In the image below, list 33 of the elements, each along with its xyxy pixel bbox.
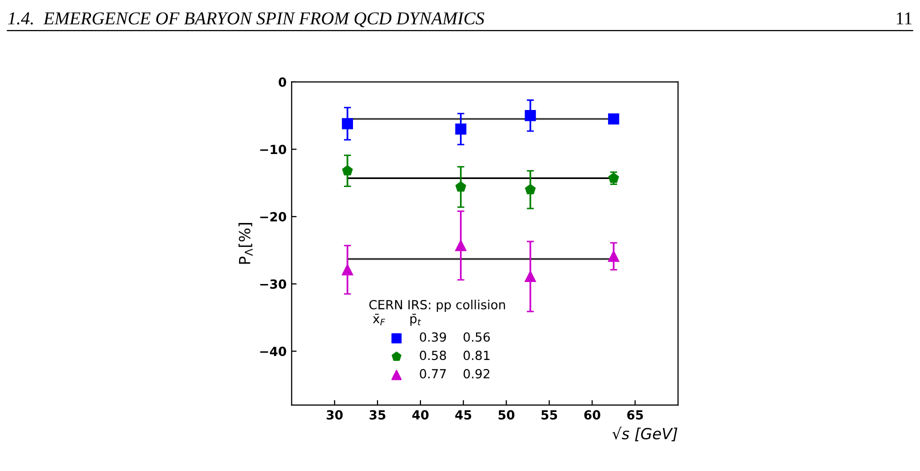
x-axis-title: √s [GeV]	[612, 426, 678, 442]
text: 1.4. EMERGENCE OF BARYON SPIN FROM QCD DYNAMICS	[8, 12, 484, 28]
x-tick-label: 55	[542, 410, 558, 420]
point	[525, 184, 536, 194]
text: CERN IRS: pp collision x̄$_{F}$ p̄$_{t}$	[369, 300, 505, 326]
point	[608, 113, 620, 125]
x-tick-label: 35	[370, 410, 386, 420]
text: 11	[896, 12, 912, 24]
y-tick-label: −30	[260, 279, 286, 289]
point	[342, 264, 354, 276]
y-axis-title: P$_{Λ}$[%]	[238, 223, 253, 264]
x-tick-label: 45	[455, 410, 472, 420]
legend-label: 0.58 0.81	[420, 350, 490, 360]
y-tick-label: −20	[260, 212, 286, 222]
point	[455, 181, 466, 192]
point	[608, 250, 620, 262]
x-tick-label: 30	[326, 410, 343, 420]
y-tick-label: −10	[260, 144, 286, 154]
point	[524, 110, 536, 122]
point	[342, 165, 353, 176]
legend-label: 0.77 0.92	[420, 369, 490, 378]
point	[608, 172, 619, 183]
x-tick-label: 40	[412, 410, 429, 420]
legend-label: 0.39 0.56	[420, 332, 490, 342]
y-tick-label: 0	[278, 77, 286, 87]
point	[524, 270, 536, 282]
x-tick-label: 65	[627, 410, 643, 420]
x-tick-label: 50	[498, 410, 514, 420]
x-tick-label: 60	[584, 410, 600, 420]
point	[455, 240, 466, 252]
point	[455, 124, 466, 135]
point	[342, 118, 354, 130]
y-tick-label: −40	[260, 346, 286, 356]
